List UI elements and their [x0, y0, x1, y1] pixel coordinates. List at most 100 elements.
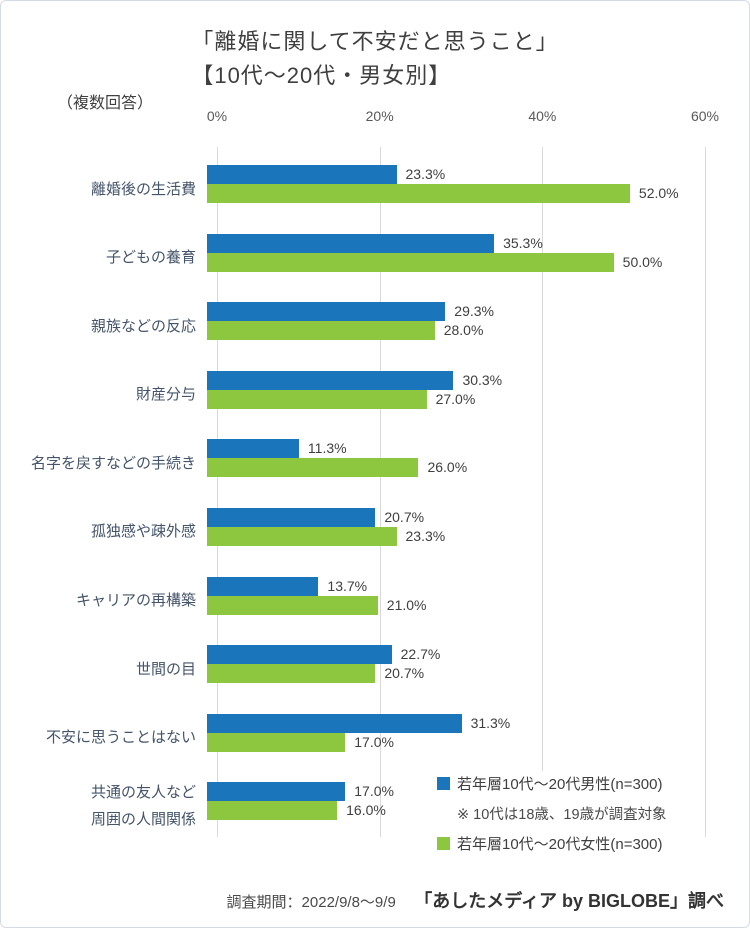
category-label: キャリアの再構築 [1, 577, 207, 625]
bar-group: 17.0% 16.0% [207, 782, 695, 841]
category-row: 孤独感や疎外感 20.7% 23.3% [1, 498, 749, 567]
legend-label-female: 若年層10代～20代女性(n=300) [457, 836, 663, 853]
category-label: 孤独感や疎外感 [1, 508, 207, 556]
category-label: 共通の友人など 周囲の人間関係 [1, 782, 207, 830]
bar-group: 11.3% 26.0% [207, 439, 695, 498]
category-row: キャリアの再構築 13.7% 21.0% [1, 567, 749, 636]
bar-rows: 離婚後の生活費 23.3% 52.0% 子どもの養育 35.3% 50.0% 親族などの反応… [1, 155, 749, 841]
category-row: 子どもの養育 35.3% 50.0% [1, 224, 749, 293]
value-label: 31.3% [470, 714, 511, 731]
legend-label-male: 若年層10代～20代男性(n=300) [457, 776, 663, 793]
bar-line: 23.3% [207, 526, 695, 546]
male-bar [207, 439, 299, 459]
bar-line: 16.0% [207, 801, 695, 821]
bar-line: 52.0% [207, 184, 695, 203]
value-label: 17.0% [354, 783, 394, 800]
category-row: 共通の友人など 周囲の人間関係 17.0% 16.0% [1, 772, 749, 841]
bar-line: 23.3% [207, 165, 695, 184]
bar-group: 30.3% 27.0% [207, 370, 695, 430]
female-bar [207, 458, 419, 478]
female-bar [207, 732, 346, 752]
value-label: 23.3% [405, 527, 446, 544]
value-label: 22.7% [400, 646, 441, 663]
category-label-line: 離婚後の生活費 [90, 180, 196, 198]
value-label: 26.0% [427, 459, 468, 476]
category-label-line: 孤独感や疎外感 [90, 523, 196, 541]
bar-line: 26.0% [207, 458, 695, 478]
survey-period: 調査期間：2022/9/8～9/9 [226, 894, 396, 911]
bar-line: 11.3% [207, 439, 695, 459]
female-bar [207, 801, 338, 821]
bar-group: 35.3% 50.0% [207, 233, 695, 293]
category-label: 親族などの反応 [1, 302, 207, 350]
gridlines [217, 147, 706, 837]
category-label: 離婚後の生活費 [1, 165, 207, 213]
category-row: 親族などの反応 29.3% 28.0% [1, 292, 749, 361]
value-label: 28.0% [443, 322, 484, 339]
category-label-line: 周囲の人間関係 [90, 811, 196, 829]
bar-line: 35.3% [207, 233, 695, 253]
value-label: 52.0% [638, 185, 679, 201]
bar-line: 20.7% [207, 507, 695, 527]
category-label: 財産分与 [1, 371, 207, 419]
category-row: 世間の目 22.7% 20.7% [1, 635, 749, 704]
category-label: 名字を戻すなどの手続き [1, 439, 207, 487]
bar-line: 17.0% [207, 782, 695, 802]
bar-line: 27.0% [207, 389, 695, 409]
male-bar [207, 165, 397, 184]
male-bar [207, 713, 462, 733]
female-bar [207, 664, 376, 684]
male-bar [207, 782, 346, 802]
source-credit: 「あしたメディア by BIGLOBE」調べ [414, 891, 724, 911]
bar-line: 20.7% [207, 664, 695, 684]
male-bar [207, 507, 376, 527]
bar-group: 31.3% 17.0% [207, 713, 695, 773]
bar-line: 28.0% [207, 321, 695, 341]
male-bar [207, 645, 392, 665]
female-bar [207, 595, 378, 615]
bar-line: 30.3% [207, 370, 695, 390]
male-bar [207, 576, 319, 596]
category-row: 不安に思うことはない 31.3% 17.0% [1, 704, 749, 773]
multiple-answers-note: （複数回答） [57, 95, 154, 112]
category-label: 世間の目 [1, 645, 207, 693]
male-bar [207, 233, 495, 253]
category-row: 財産分与 30.3% 27.0% [1, 361, 749, 430]
category-label-line: 財産分与 [135, 386, 196, 404]
x-tick-0: 0% [206, 108, 228, 124]
category-label-line: 世間の目 [135, 660, 196, 678]
gridline-0 [217, 147, 218, 837]
legend-item-female: 若年層10代～20代女性(n=300) [437, 833, 667, 854]
legend-item-male: 若年層10代～20代男性(n=300) [437, 773, 667, 794]
category-label-line: 親族などの反応 [90, 317, 196, 335]
x-axis-ticks: 0% 20% 40% 60% [1, 108, 749, 128]
gridline-40 [542, 147, 544, 837]
legend-note: ※ 10代は18歳、19歳が調査対象 [457, 807, 667, 823]
female-bar [207, 321, 435, 341]
value-label: 16.0% [346, 802, 386, 819]
bar-line: 17.0% [207, 732, 695, 752]
bar-line: 13.7% [207, 576, 695, 596]
category-label-line: 不安に思うことはない [45, 729, 196, 747]
bar-group: 29.3% 28.0% [207, 302, 695, 361]
male-series-swatch-icon [437, 777, 450, 790]
value-label: 29.3% [454, 303, 494, 320]
category-label: 子どもの養育 [1, 234, 207, 282]
female-bar [207, 252, 614, 272]
female-bar [207, 526, 397, 546]
bar-group: 13.7% 21.0% [207, 576, 695, 636]
male-bar [207, 370, 454, 390]
female-bar [207, 184, 630, 203]
value-label: 21.0% [386, 596, 427, 613]
category-label-line: キャリアの再構築 [75, 592, 196, 610]
value-label: 50.0% [622, 253, 663, 270]
female-series-swatch-icon [437, 837, 450, 850]
male-bar [207, 302, 446, 322]
chart-title: 「離婚に関して不安だと思うこと」 【10代～20代・男女別】 [191, 1, 558, 93]
x-tick-40: 40% [528, 108, 557, 124]
value-label: 30.3% [462, 371, 503, 388]
bar-line: 50.0% [207, 252, 695, 272]
chart-title-line1: 「離婚に関して不安だと思うこと」 [191, 29, 559, 54]
bar-group: 22.7% 20.7% [207, 645, 695, 704]
